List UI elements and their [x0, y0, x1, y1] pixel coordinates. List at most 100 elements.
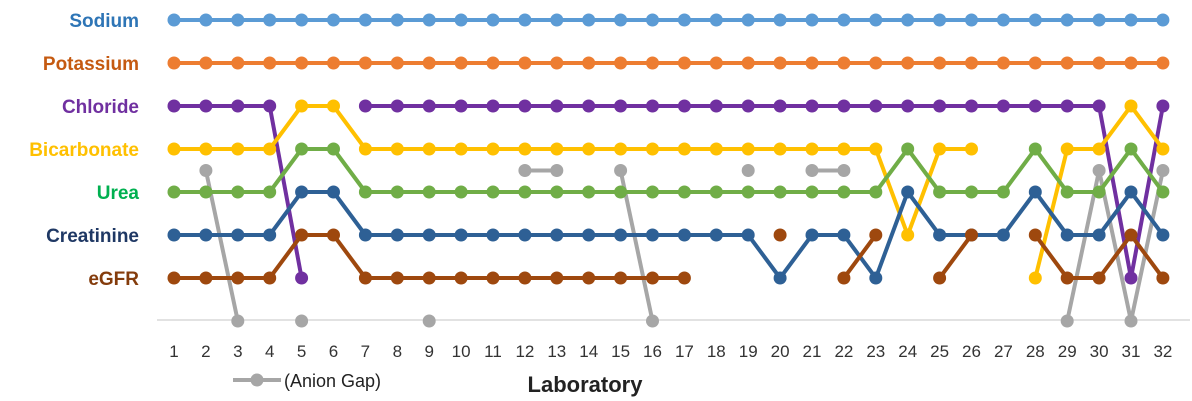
data-point: [837, 13, 851, 27]
data-point: [422, 56, 436, 70]
data-point: [1124, 99, 1138, 113]
series-segment: [746, 233, 783, 280]
data-point: [1092, 185, 1106, 199]
x-tick-label: 4: [265, 342, 274, 361]
data-point: [1124, 185, 1138, 199]
data-point: [295, 314, 309, 328]
data-point: [1092, 271, 1106, 285]
data-point: [773, 271, 787, 285]
data-point: [741, 185, 755, 199]
data-point: [965, 228, 978, 242]
data-point: [518, 99, 532, 113]
series-segment: [267, 233, 304, 280]
data-point: [1092, 56, 1106, 70]
data-point: [933, 13, 947, 27]
data-point: [1124, 56, 1138, 70]
data-point: [1156, 56, 1170, 70]
series-segment: [1129, 190, 1165, 237]
data-point: [901, 99, 915, 113]
data-point: [837, 142, 851, 156]
data-point: [582, 13, 596, 27]
data-point: [231, 56, 245, 70]
data-point: [199, 185, 213, 199]
data-point: [837, 164, 851, 177]
data-point: [1156, 13, 1170, 27]
series-segment: [873, 147, 910, 237]
data-point: [1124, 271, 1138, 285]
data-point: [422, 13, 436, 27]
data-point: [614, 99, 628, 113]
data-point: [263, 99, 277, 113]
x-tick-label: 22: [834, 342, 853, 361]
data-point: [709, 228, 723, 242]
x-tick-label: 21: [803, 342, 822, 361]
data-point: [1060, 271, 1074, 285]
series-bicarbonate: [167, 99, 1170, 285]
data-point: [231, 271, 245, 285]
x-tick-label: 23: [866, 342, 885, 361]
data-point: [1060, 314, 1074, 328]
x-tick-label: 12: [515, 342, 534, 361]
data-point: [996, 56, 1010, 70]
row-label-creatinine: Creatinine: [46, 226, 139, 247]
data-point: [1156, 228, 1170, 242]
data-point: [390, 56, 404, 70]
data-point: [773, 13, 787, 27]
data-point: [869, 228, 883, 242]
data-point: [1092, 164, 1106, 177]
series-segment: [1129, 233, 1165, 280]
data-point: [869, 185, 883, 199]
data-point: [1124, 228, 1138, 242]
series-segment: [267, 104, 304, 151]
data-point: [837, 271, 851, 285]
x-tick-label: 8: [393, 342, 402, 361]
data-point: [327, 99, 340, 113]
data-point: [741, 99, 755, 113]
x-tick-label: 9: [424, 342, 433, 361]
row-label-sodium: Sodium: [69, 11, 139, 32]
data-point: [518, 185, 532, 199]
series-segment: [905, 147, 942, 237]
data-point: [486, 142, 500, 156]
data-point: [454, 99, 468, 113]
series-segment: [937, 233, 974, 280]
data-point: [390, 99, 404, 113]
x-tick-label: 6: [329, 342, 338, 361]
data-point: [295, 13, 309, 27]
series-segment: [1129, 104, 1165, 280]
x-tick-label: 32: [1153, 342, 1172, 361]
data-point: [805, 228, 819, 242]
data-point: [327, 185, 340, 199]
data-point: [614, 228, 628, 242]
data-point: [518, 271, 532, 285]
data-point: [550, 13, 564, 27]
data-point: [231, 228, 245, 242]
data-point: [550, 99, 564, 113]
data-point: [295, 56, 309, 70]
data-point: [709, 99, 723, 113]
data-point: [646, 314, 659, 328]
data-point: [1060, 56, 1074, 70]
data-point: [805, 13, 819, 27]
data-point: [1028, 271, 1042, 285]
data-point: [805, 56, 819, 70]
data-point: [390, 185, 404, 199]
data-point: [1124, 13, 1138, 27]
data-point: [422, 314, 436, 328]
x-tick-label: 7: [361, 342, 370, 361]
data-point: [327, 142, 340, 156]
data-point: [1156, 99, 1170, 113]
series-segment: [905, 147, 942, 194]
data-point: [1124, 142, 1138, 156]
data-point: [837, 56, 851, 70]
data-point: [1092, 142, 1106, 156]
row-label-chloride: Chloride: [62, 97, 139, 118]
data-point: [614, 185, 628, 199]
data-point: [901, 228, 915, 242]
data-point: [390, 271, 404, 285]
x-tick-label: 14: [579, 342, 598, 361]
data-point: [295, 271, 309, 285]
data-point: [677, 56, 691, 70]
data-point: [837, 228, 851, 242]
